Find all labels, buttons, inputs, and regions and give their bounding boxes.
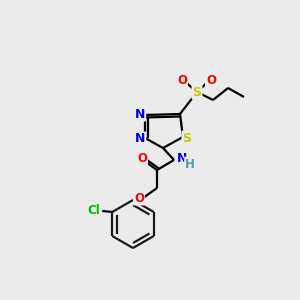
Text: S: S: [193, 85, 202, 98]
Text: N: N: [135, 107, 145, 121]
Text: N: N: [177, 152, 187, 166]
Text: N: N: [135, 133, 145, 146]
Text: O: O: [137, 152, 147, 164]
Text: Cl: Cl: [88, 203, 100, 217]
Text: O: O: [206, 74, 216, 88]
Text: O: O: [177, 74, 187, 88]
Text: H: H: [185, 158, 195, 170]
Text: O: O: [134, 191, 144, 205]
Text: S: S: [182, 131, 191, 145]
